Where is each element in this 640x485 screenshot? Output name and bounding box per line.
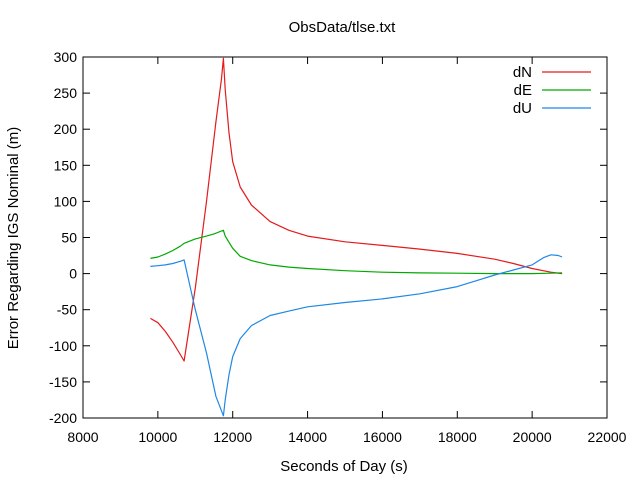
x-tick-label: 10000	[138, 429, 177, 445]
y-tick-label: 150	[54, 157, 78, 173]
x-tick-label: 14000	[288, 429, 327, 445]
y-tick-label: 300	[54, 49, 78, 65]
y-axis: -200 -150 -100 -50 0 50 100 150 200 250 300	[49, 49, 607, 426]
series-line-dN	[150, 57, 563, 362]
y-tick-label: -50	[57, 302, 77, 318]
y-tick-label: -200	[49, 410, 77, 426]
x-tick-label: 18000	[438, 429, 477, 445]
y-tick-label: -100	[49, 338, 77, 354]
x-tick-label: 12000	[213, 429, 252, 445]
chart-title: ObsData/tlse.txt	[289, 19, 397, 36]
y-tick-label: 250	[54, 85, 78, 101]
x-tick-label: 20000	[513, 429, 552, 445]
x-tick-label: 8000	[67, 429, 98, 445]
y-tick-label: 200	[54, 121, 78, 137]
x-tick-label: 22000	[588, 429, 627, 445]
series-layer	[150, 57, 563, 417]
y-tick-label: -150	[49, 374, 77, 390]
legend-label-dU: dU	[513, 100, 532, 117]
y-tick-label: 100	[54, 193, 78, 209]
series-line-dE	[150, 229, 563, 275]
x-axis-label: Seconds of Day (s)	[280, 458, 408, 475]
y-tick-label: 50	[61, 230, 77, 246]
x-axis: 8000 10000 12000 14000 16000 18000 20000 22000	[67, 57, 627, 445]
y-axis-label: Error Regarding IGS Nominal (m)	[5, 127, 22, 350]
x-tick-label: 16000	[363, 429, 402, 445]
legend-label-dE: dE	[514, 82, 532, 99]
y-tick-label: 0	[69, 266, 77, 282]
series-line-dU	[150, 254, 563, 417]
legend-label-dN: dN	[513, 64, 532, 81]
